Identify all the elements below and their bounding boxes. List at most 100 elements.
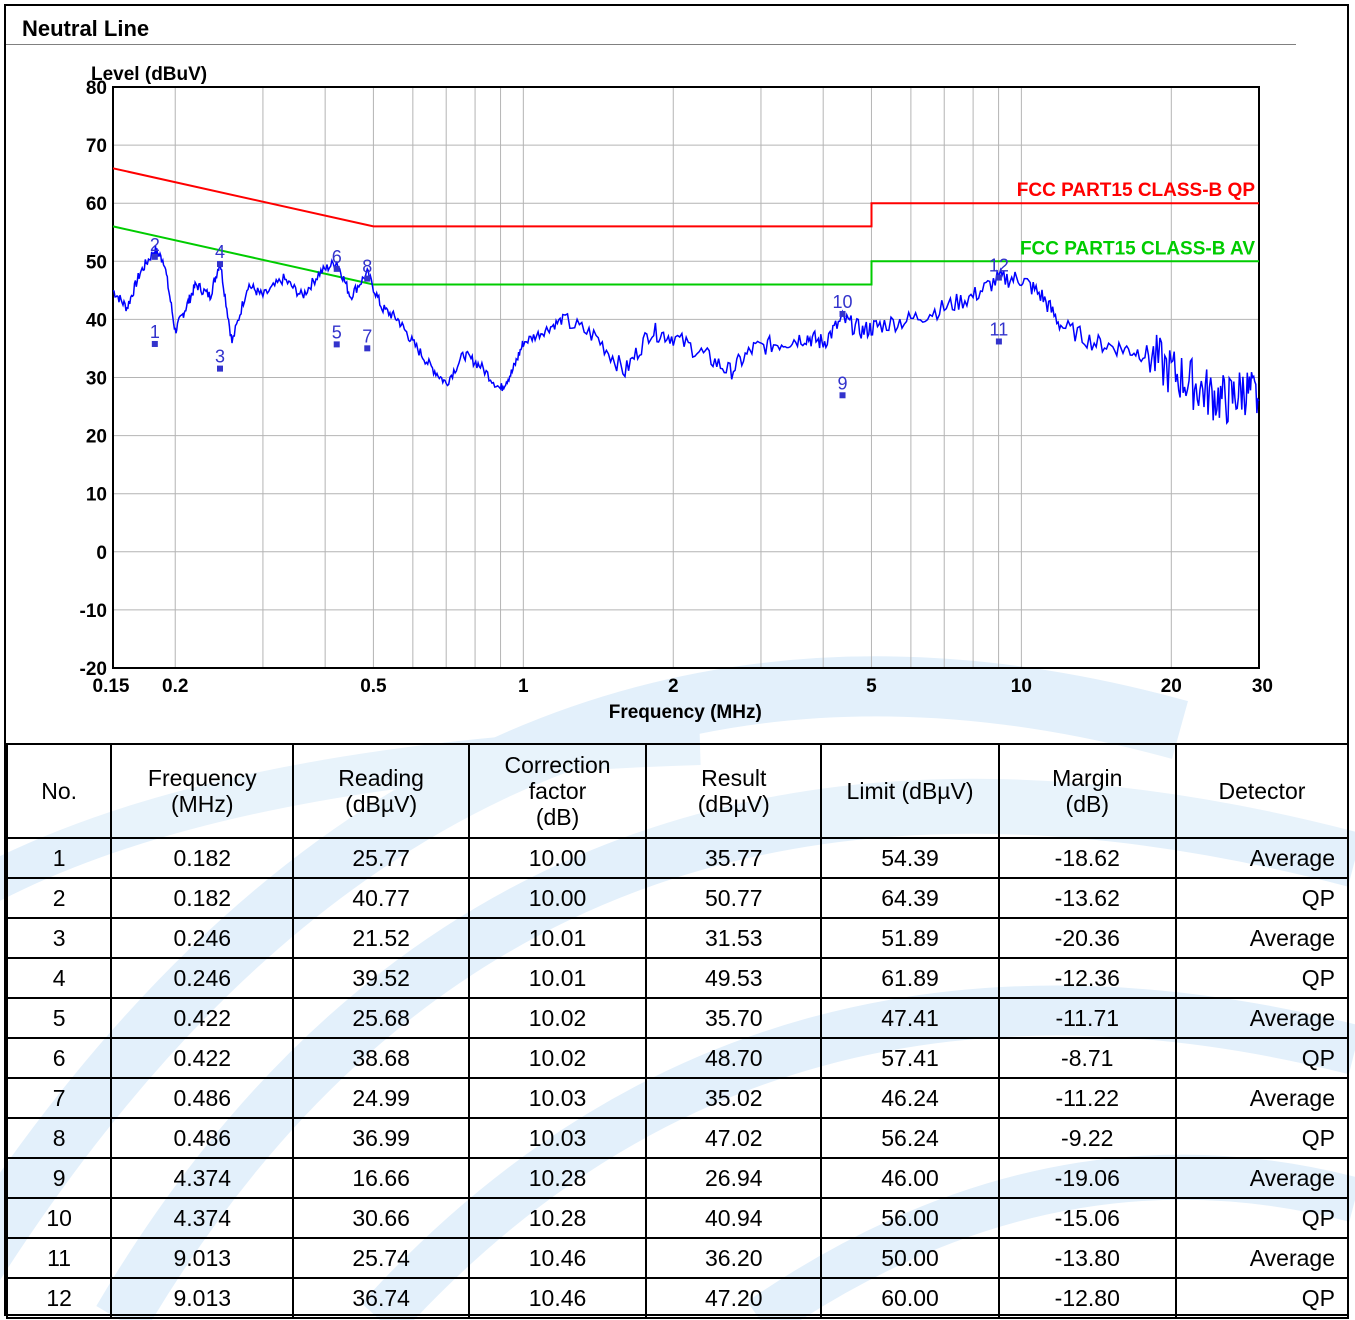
table-cell: 7 bbox=[5, 1077, 113, 1119]
table-cell: 10.01 bbox=[467, 957, 648, 999]
table-cell: 31.53 bbox=[645, 917, 823, 959]
column-header-line: (dB) bbox=[1065, 791, 1109, 817]
table-cell: QP bbox=[1174, 957, 1350, 999]
marker-point bbox=[217, 365, 224, 372]
table-cell: QP bbox=[1174, 1277, 1350, 1319]
table-cell: 47.02 bbox=[645, 1117, 823, 1159]
y-tick-label: -20 bbox=[80, 659, 107, 680]
column-header: Margin (dB) bbox=[997, 743, 1177, 839]
table-cell: 40.77 bbox=[292, 877, 470, 919]
x-tick-label: 1 bbox=[518, 676, 529, 697]
table-body: 1 0.182 25.77 10.00 35.77 54.39 -18.62 Average 2… bbox=[5, 837, 1350, 1319]
table-cell: 8 bbox=[5, 1117, 113, 1159]
table-cell: 10.02 bbox=[467, 1037, 648, 1079]
y-axis-label: Level (dBuV) bbox=[91, 64, 207, 85]
table-cell: QP bbox=[1174, 1197, 1350, 1239]
x-tick-labels: 0.15 0.2 0.5 1 2 5 10 20 30 bbox=[93, 676, 1273, 697]
table-cell: 0.486 bbox=[110, 1077, 295, 1119]
table-cell: 9 bbox=[5, 1157, 113, 1199]
table-cell: 36.20 bbox=[645, 1237, 823, 1279]
y-tick-label: 20 bbox=[86, 427, 107, 448]
table-cell: 35.02 bbox=[645, 1077, 823, 1119]
table-cell: 24.99 bbox=[292, 1077, 470, 1119]
table-cell: 60.00 bbox=[820, 1277, 1000, 1319]
y-tick-label: 30 bbox=[86, 369, 107, 390]
table-cell: -19.06 bbox=[997, 1157, 1177, 1199]
column-header-line: (dBµV) bbox=[345, 791, 418, 817]
y-tick-label: -10 bbox=[80, 601, 107, 622]
table-cell: -13.62 bbox=[997, 877, 1177, 919]
table-cell: 46.00 bbox=[820, 1157, 1000, 1199]
y-tick-label: 40 bbox=[86, 310, 107, 331]
column-header: No. bbox=[5, 743, 113, 839]
table-row: 4 0.246 39.52 10.01 49.53 61.89 -12.36 QP bbox=[5, 957, 1350, 999]
table-cell: Average bbox=[1174, 1157, 1350, 1199]
table-cell: -9.22 bbox=[997, 1117, 1177, 1159]
x-tick-label: 30 bbox=[1252, 676, 1273, 697]
table-cell: QP bbox=[1174, 877, 1350, 919]
table-cell: 10.02 bbox=[467, 997, 648, 1039]
column-header-line: Reading bbox=[338, 765, 424, 791]
x-axis-label: Frequency (MHz) bbox=[609, 702, 762, 723]
qp-limit-line bbox=[112, 167, 1259, 228]
marker-point bbox=[151, 253, 158, 260]
y-tick-label: 80 bbox=[86, 78, 107, 99]
y-tick-labels: 80 70 60 50 40 30 20 10 0 -10 -20 bbox=[80, 78, 107, 680]
table-cell: -12.80 bbox=[997, 1277, 1177, 1319]
table-cell: 35.70 bbox=[645, 997, 823, 1039]
x-tick-label: 0.5 bbox=[360, 676, 387, 697]
column-header-line: Correction bbox=[504, 752, 611, 778]
table-cell: 6 bbox=[5, 1037, 113, 1079]
table-cell: 11 bbox=[5, 1237, 113, 1279]
table-cell: -8.71 bbox=[997, 1037, 1177, 1079]
marker-label: 10 bbox=[833, 292, 853, 312]
table-cell: 56.00 bbox=[820, 1197, 1000, 1239]
table-cell: QP bbox=[1174, 1117, 1350, 1159]
table-cell: 57.41 bbox=[820, 1037, 1000, 1079]
table-cell: 0.182 bbox=[110, 837, 295, 879]
marker-label: 8 bbox=[362, 257, 372, 277]
marker-point bbox=[151, 340, 158, 347]
table-cell: 49.53 bbox=[645, 957, 823, 999]
header: Neutral Line bbox=[6, 6, 1347, 45]
marker-label: 3 bbox=[215, 347, 225, 367]
table-cell: 0.246 bbox=[110, 957, 295, 999]
table-cell: 51.89 bbox=[820, 917, 1000, 959]
marker-point bbox=[839, 392, 846, 399]
table-cell: 25.68 bbox=[292, 997, 470, 1039]
table-cell: 2 bbox=[5, 877, 113, 919]
table-cell: 25.74 bbox=[292, 1237, 470, 1279]
table-row: 5 0.422 25.68 10.02 35.70 47.41 -11.71 Average bbox=[5, 997, 1350, 1039]
table-cell: 10.46 bbox=[467, 1277, 648, 1319]
table-cell: 0.422 bbox=[110, 1037, 295, 1079]
x-tick-label: 20 bbox=[1161, 676, 1182, 697]
table-cell: 10 bbox=[5, 1197, 113, 1239]
marker-label: 1 bbox=[150, 322, 160, 342]
marker-point bbox=[364, 345, 371, 352]
table-cell: 30.66 bbox=[292, 1197, 470, 1239]
table-cell: QP bbox=[1174, 1037, 1350, 1079]
table-cell: -15.06 bbox=[997, 1197, 1177, 1239]
table-cell: 35.77 bbox=[645, 837, 823, 879]
x-tick-label: 2 bbox=[668, 676, 679, 697]
column-header: Limit (dBµV) bbox=[820, 743, 1000, 839]
column-header-line: (MHz) bbox=[170, 791, 234, 817]
marker-point bbox=[364, 275, 371, 282]
column-header: Result (dBµV) bbox=[645, 743, 823, 839]
column-header-line: factor bbox=[528, 778, 587, 804]
table-cell: 38.68 bbox=[292, 1037, 470, 1079]
y-tick-label: 60 bbox=[86, 194, 107, 215]
column-header-line: Detector bbox=[1218, 778, 1306, 804]
column-header-line: Margin bbox=[1052, 765, 1123, 791]
y-tick-label: 50 bbox=[86, 252, 107, 273]
table-cell: -11.22 bbox=[997, 1077, 1177, 1119]
marker-point bbox=[217, 261, 224, 268]
table-cell: 64.39 bbox=[820, 877, 1000, 919]
column-header: Correction factor (dB) bbox=[467, 743, 648, 839]
table-cell: -20.36 bbox=[997, 917, 1177, 959]
table-cell: 12 bbox=[5, 1277, 113, 1319]
table-cell: 10.46 bbox=[467, 1237, 648, 1279]
table-row: 8 0.486 36.99 10.03 47.02 56.24 -9.22 QP bbox=[5, 1117, 1350, 1159]
table-cell: 10.00 bbox=[467, 877, 648, 919]
